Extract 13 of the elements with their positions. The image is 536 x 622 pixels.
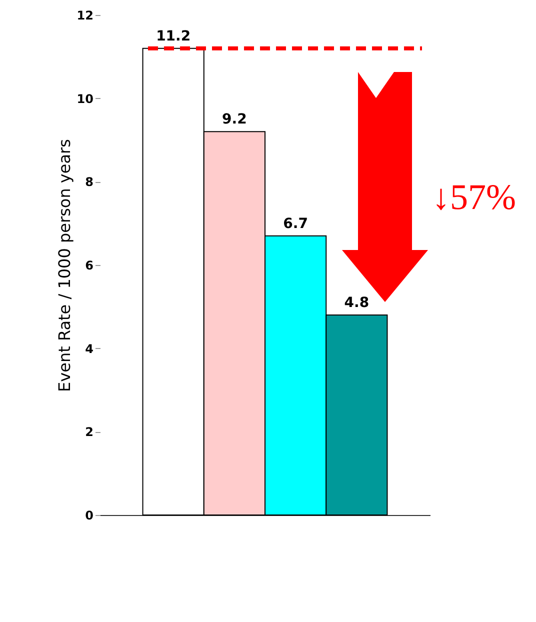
y-tick-label: 2 <box>85 425 94 440</box>
text: ↓57% <box>432 176 516 218</box>
y-tick-label: 6 <box>85 258 94 272</box>
data-label: 4.8 <box>344 295 370 311</box>
data-label: 9.2 <box>222 112 247 128</box>
y-tick-label: 0 <box>85 508 94 522</box>
y-tick-label: 12 <box>76 8 94 22</box>
data-label: 6.7 <box>283 216 308 232</box>
y-axis-title: Event Rate / 1000 person years <box>54 139 74 392</box>
data-label: 11.2 <box>156 28 191 44</box>
y-tick-label: 4 <box>85 342 94 356</box>
y-tick-label: 10 <box>76 92 94 106</box>
y-tick-label: 8 <box>85 175 94 190</box>
